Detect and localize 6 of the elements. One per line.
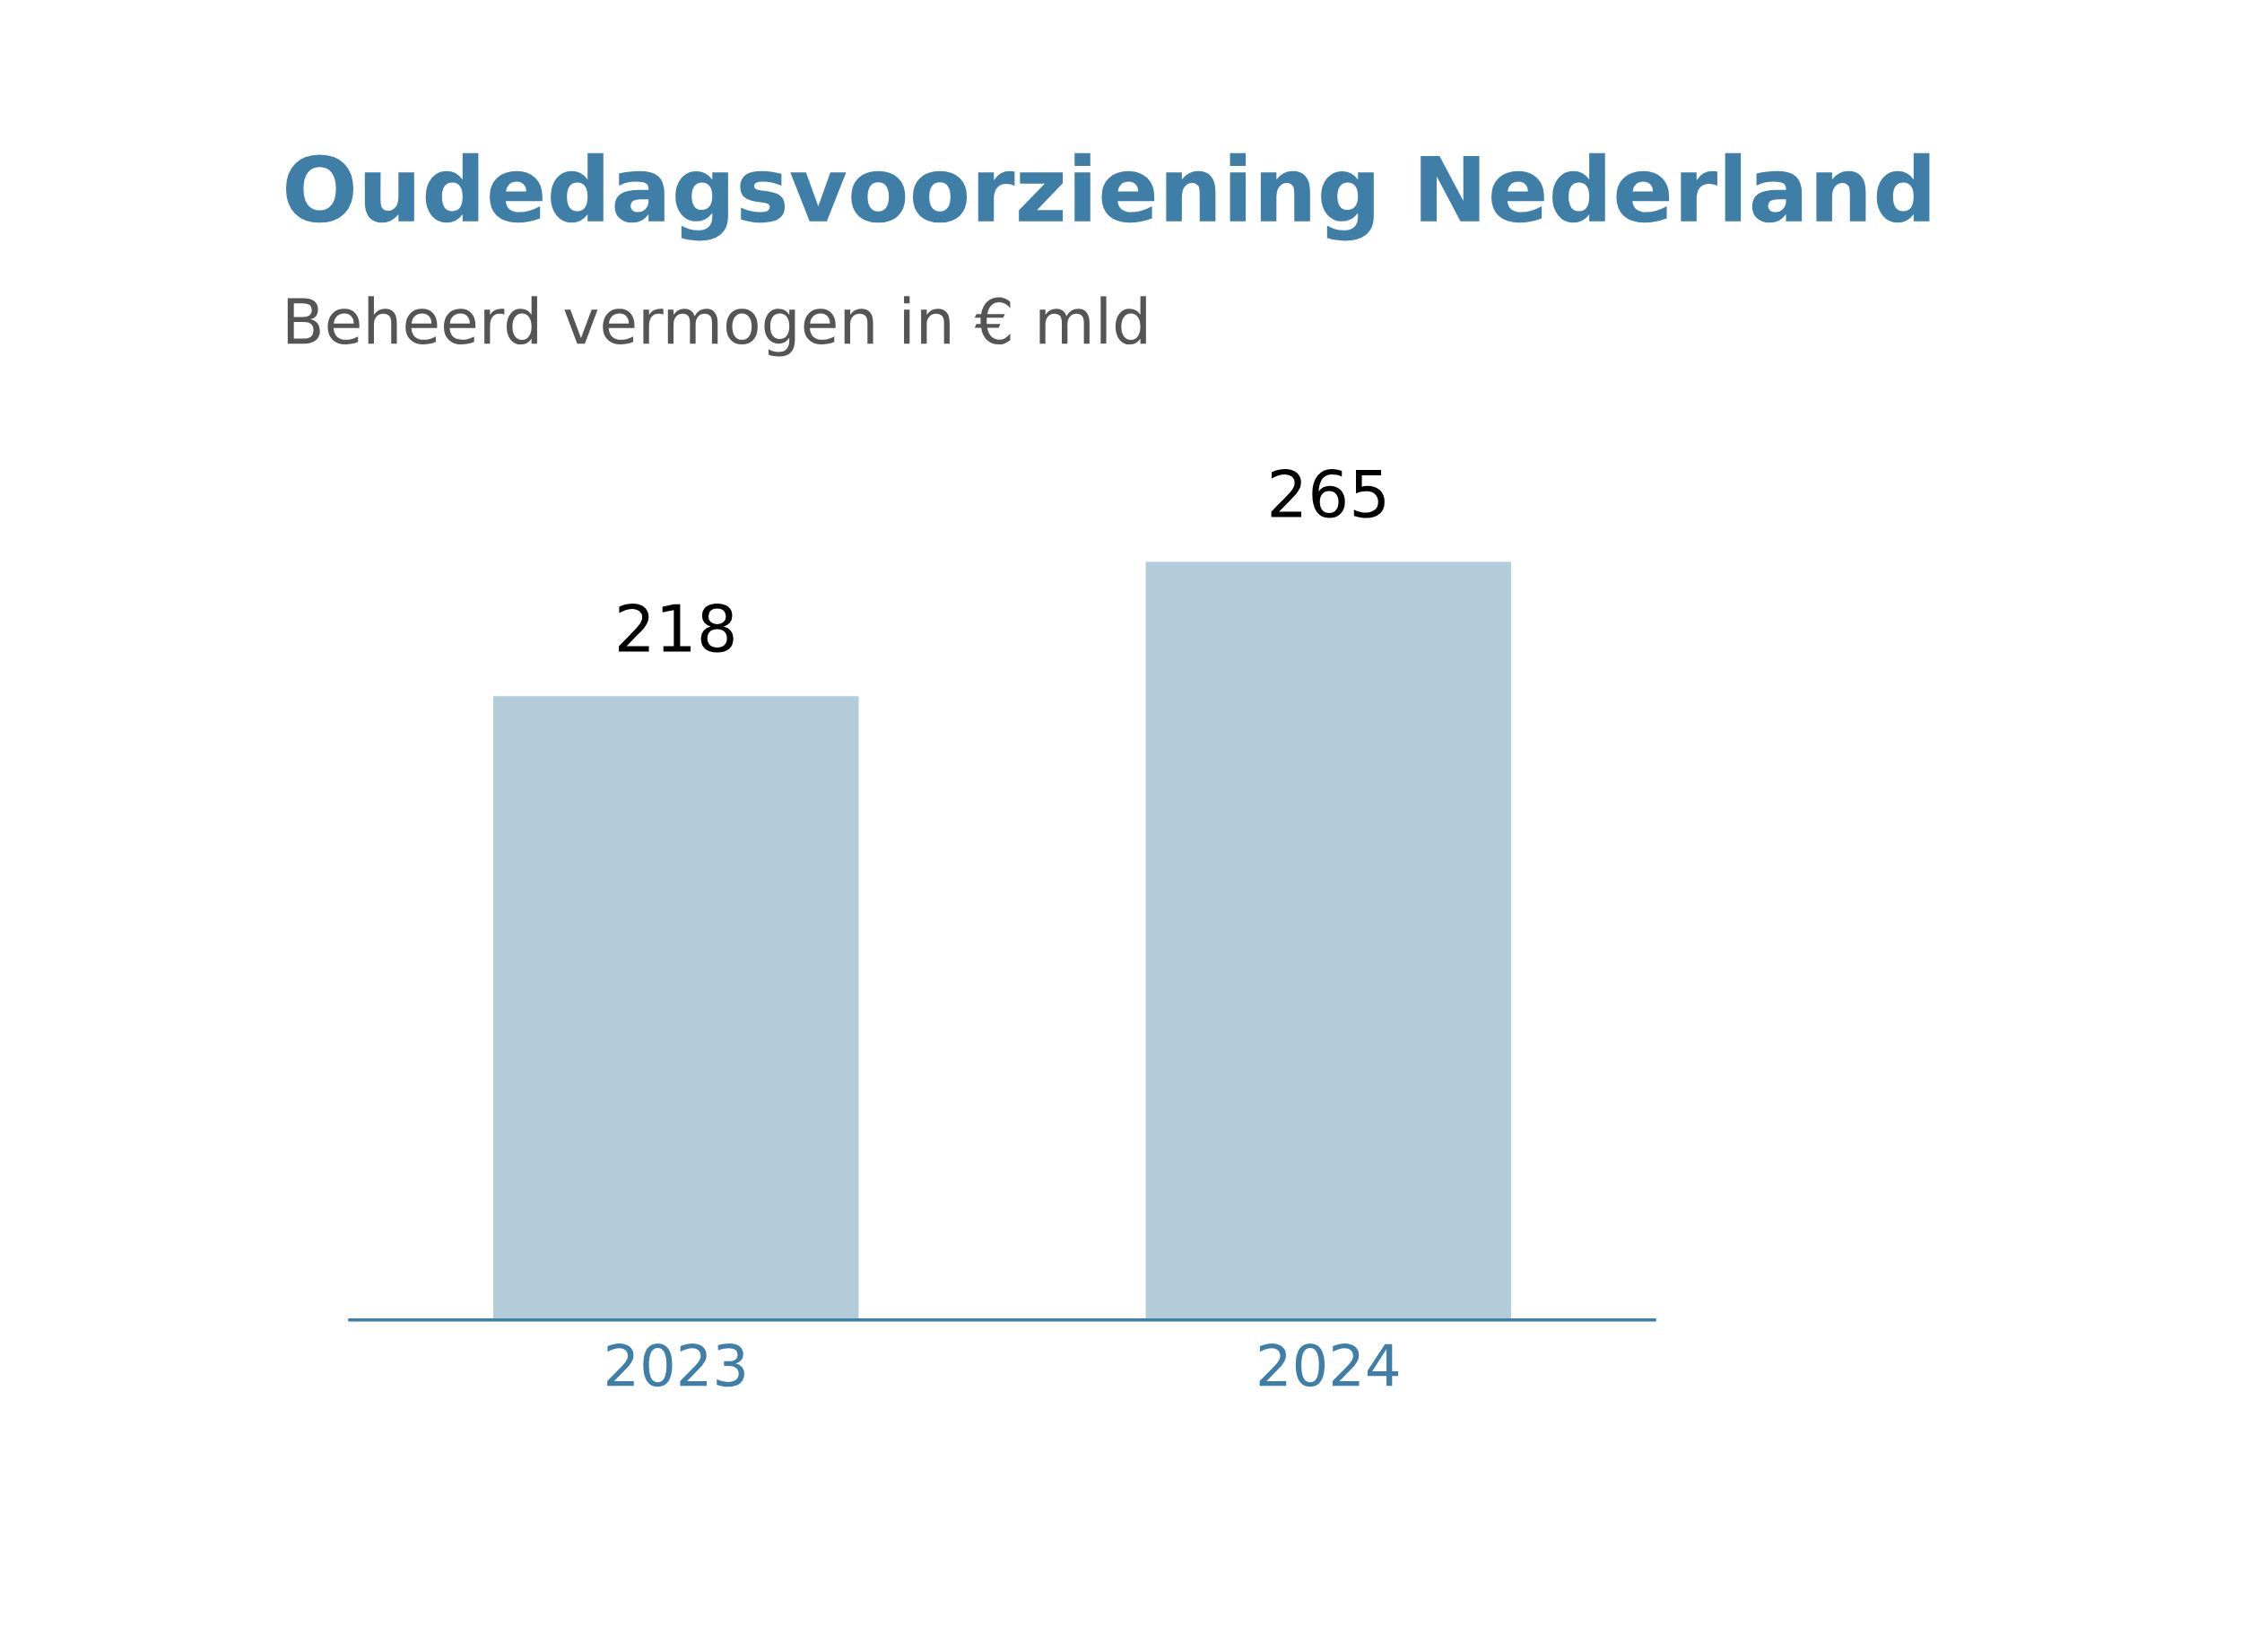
data-label: 218 [619, 603, 734, 653]
chart-title: Oudedagsvoorziening Nederland [285, 152, 1930, 241]
x-tick-label: 2023 [607, 1343, 744, 1387]
chart-subtitle: Beheerd vermogen in € mld [287, 296, 1146, 357]
data-label: 265 [1271, 468, 1385, 518]
x-tick-label: 2024 [1259, 1343, 1398, 1387]
